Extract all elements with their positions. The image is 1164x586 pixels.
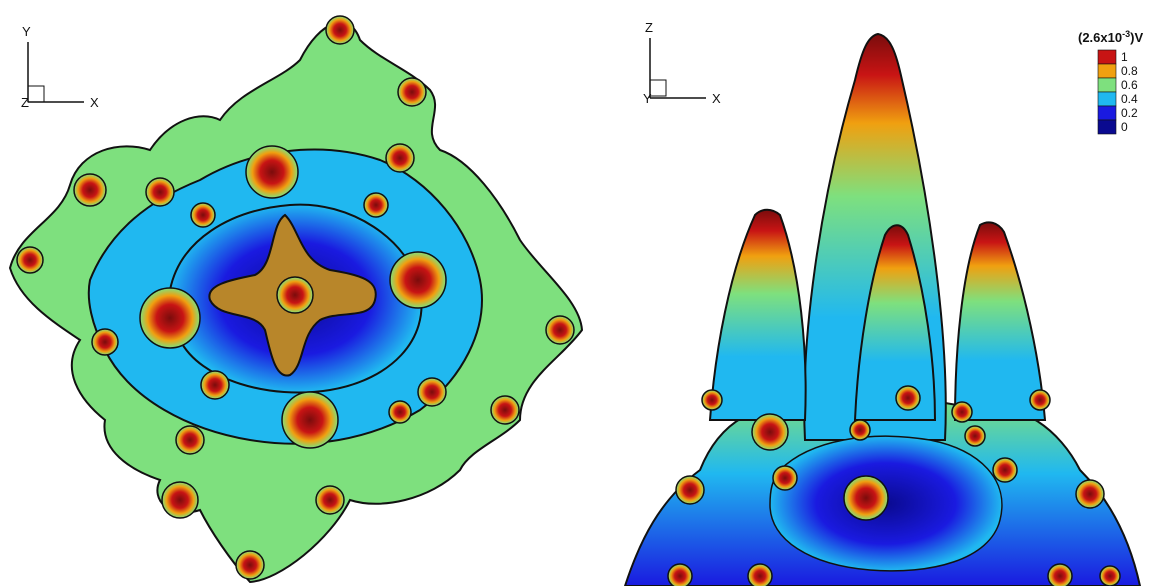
left-peak: [385, 143, 415, 173]
right-peak: [1047, 563, 1073, 586]
right-peak: [667, 563, 693, 586]
legend-swatch: [1097, 63, 1117, 79]
right-spike-right: [953, 221, 1047, 421]
right-spike-front: [853, 224, 937, 421]
right-peak: [747, 563, 773, 586]
legend-label: 0.6: [1121, 78, 1138, 92]
legend-title: (2.6x10-3)V: [1078, 29, 1143, 45]
legend-swatch: [1097, 105, 1117, 121]
right-axis-x-label: X: [712, 91, 721, 106]
left-peak: [175, 425, 205, 455]
left-peak: [161, 481, 199, 519]
left-peak: [325, 15, 355, 45]
right-peak: [701, 389, 723, 411]
left-peak: [190, 202, 216, 228]
legend-label: 0.2: [1121, 106, 1138, 120]
left-peak: [145, 177, 175, 207]
left-axis-triad: Y X Z: [21, 24, 99, 110]
left-axis-x-label: X: [90, 95, 99, 110]
right-axis-y-label: Y: [643, 91, 652, 106]
left-peak: [139, 287, 201, 349]
right-axis-triad: Z X Y: [643, 20, 721, 106]
left-peak: [389, 251, 447, 309]
left-peak: [73, 173, 107, 207]
right-peak: [675, 475, 705, 505]
left-peak: [417, 377, 447, 407]
left-axis-z-label: Z: [21, 95, 29, 110]
left-peak: [545, 315, 575, 345]
legend-swatch: [1097, 91, 1117, 107]
right-peak: [751, 413, 789, 451]
left-peak: [281, 391, 339, 449]
left-peaks: [16, 15, 575, 580]
legend-label: 0.4: [1121, 92, 1138, 106]
legend-swatch: [1097, 49, 1117, 65]
right-peak: [951, 401, 973, 423]
left-peak: [200, 370, 230, 400]
right-peak: [1099, 565, 1121, 586]
left-peak: [363, 192, 389, 218]
left-peak: [16, 246, 44, 274]
left-peak: [388, 400, 412, 424]
left-peak: [235, 550, 265, 580]
left-peak: [490, 395, 520, 425]
right-spike-left: [708, 208, 807, 421]
legend-swatch: [1097, 119, 1117, 135]
right-peak: [895, 385, 921, 411]
right-peak: [772, 465, 798, 491]
right-axis-z-label: Z: [645, 20, 653, 35]
legend-label: 1: [1121, 50, 1128, 64]
right-peak: [992, 457, 1018, 483]
left-axis-y-label: Y: [22, 24, 31, 39]
right-peak: [1029, 389, 1051, 411]
right-peak: [843, 475, 889, 521]
color-legend: (2.6x10-3)V 10.80.60.40.20: [1078, 29, 1143, 135]
legend-label: 0.8: [1121, 64, 1138, 78]
left-peak: [315, 485, 345, 515]
right-peak: [849, 419, 871, 441]
left-isosurface-view: Y X Z: [8, 15, 584, 584]
left-peak: [397, 77, 427, 107]
right-peak: [964, 425, 986, 447]
left-peak: [245, 145, 299, 199]
right-isosurface-view: Z X Y: [623, 20, 1142, 586]
legend-swatch: [1097, 77, 1117, 93]
left-center-peak: [276, 276, 314, 314]
right-peaks: [667, 385, 1121, 586]
legend-label: 0: [1121, 120, 1128, 134]
legend-swatches: 10.80.60.40.20: [1097, 49, 1138, 135]
right-peak: [1075, 479, 1105, 509]
left-peak: [91, 328, 119, 356]
